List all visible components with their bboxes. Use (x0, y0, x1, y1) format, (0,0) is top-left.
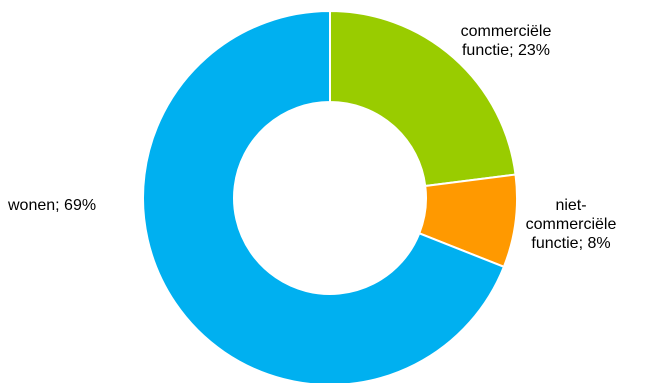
slice-label-niet-line-1: niet- (555, 197, 587, 214)
slice-label-wonen-line-1: wonen; 69% (8, 197, 97, 214)
slice-label-commercial-line-1: commerciële (460, 23, 552, 40)
slice-label-niet-line-3: functie; 8% (531, 235, 611, 252)
slice-label-niet-line-2: commerciële (525, 216, 617, 233)
slice-label-commercial-line-2: functie; 23% (461, 42, 551, 59)
slice-commercial (329, 9, 517, 188)
slice-label-commercial: commerciële functie; 23% (445, 22, 567, 60)
slice-label-wonen: wonen; 69% (8, 196, 133, 215)
slice-label-niet-commercial: niet- commerciële functie; 8% (520, 196, 622, 253)
slice-wonen (142, 9, 506, 383)
